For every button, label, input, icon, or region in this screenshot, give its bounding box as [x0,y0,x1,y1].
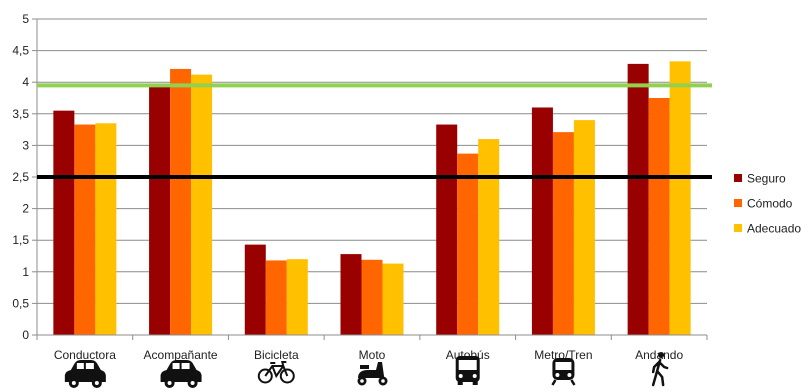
x-tick-label: Acompañante [144,348,218,362]
bar-cómodo-7 [648,98,670,335]
y-tick-label: 4,5 [12,44,29,58]
x-tick-label: Bicicleta [254,348,299,362]
bars [53,61,691,336]
bar-adecuado-1 [95,123,117,335]
y-tick-label: 1 [22,265,29,279]
bar-cómodo-1 [74,124,96,335]
legend-label-seguro: Seguro [747,172,786,186]
y-tick-label: 1,5 [12,233,29,247]
category-icons [64,352,669,388]
legend-swatch-adecuado [734,224,742,232]
reference-lines [37,83,712,179]
bar-seguro-3 [244,244,266,335]
bicycle-icon [257,361,295,384]
y-tick-label: 2,5 [12,170,29,184]
scooter-icon [357,362,388,386]
x-tick-label: Conductora [54,348,116,362]
bar-adecuado-6 [573,120,595,336]
bar-adecuado-7 [669,61,691,336]
legend: Seguro Cómodo Adecuado [734,172,801,236]
bar-seguro-5 [436,124,458,335]
bar-adecuado-5 [478,139,500,335]
train-icon [551,358,576,386]
walking-person-icon [651,352,669,387]
bar-seguro-1 [53,110,75,335]
bar-cómodo-3 [265,260,287,335]
bar-seguro-2 [149,86,171,336]
bar-cómodo-4 [361,259,383,335]
y-tick-label: 0 [22,328,29,342]
bar-adecuado-4 [382,263,404,335]
y-tick-label: 5 [22,12,29,26]
y-tick-label: 3 [22,138,29,152]
x-tick-label: Moto [359,348,386,362]
bar-cómodo-5 [457,153,479,335]
y-tick-labels: 0 0,5 1 1,5 2 2,5 3 3,5 4 4,5 5 [12,12,29,342]
bar-cómodo-2 [170,68,192,335]
bar-seguro-4 [340,254,362,335]
bar-cómodo-6 [552,132,574,335]
legend-swatch-seguro [734,174,742,182]
car-icon [64,360,106,388]
bus-icon [455,356,480,385]
bar-adecuado-3 [286,259,308,335]
x-tick-labels: Conductora Acompañante Bicicleta Moto Autobú… [54,348,684,362]
legend-swatch-cómodo [734,199,742,207]
bar-seguro-6 [531,107,553,335]
y-tick-label: 4 [22,75,29,89]
car-icon [160,360,202,388]
y-tick-label: 2 [22,202,29,216]
bar-seguro-7 [627,63,649,335]
bar-adecuado-2 [191,74,213,335]
y-tick-label: 0,5 [12,296,29,310]
legend-label-adecuado: Adecuado [747,222,801,236]
y-tick-label: 3,5 [12,107,29,121]
legend-label-cómodo: Cómodo [747,197,793,211]
x-tick-label: Metro/Tren [534,348,592,362]
